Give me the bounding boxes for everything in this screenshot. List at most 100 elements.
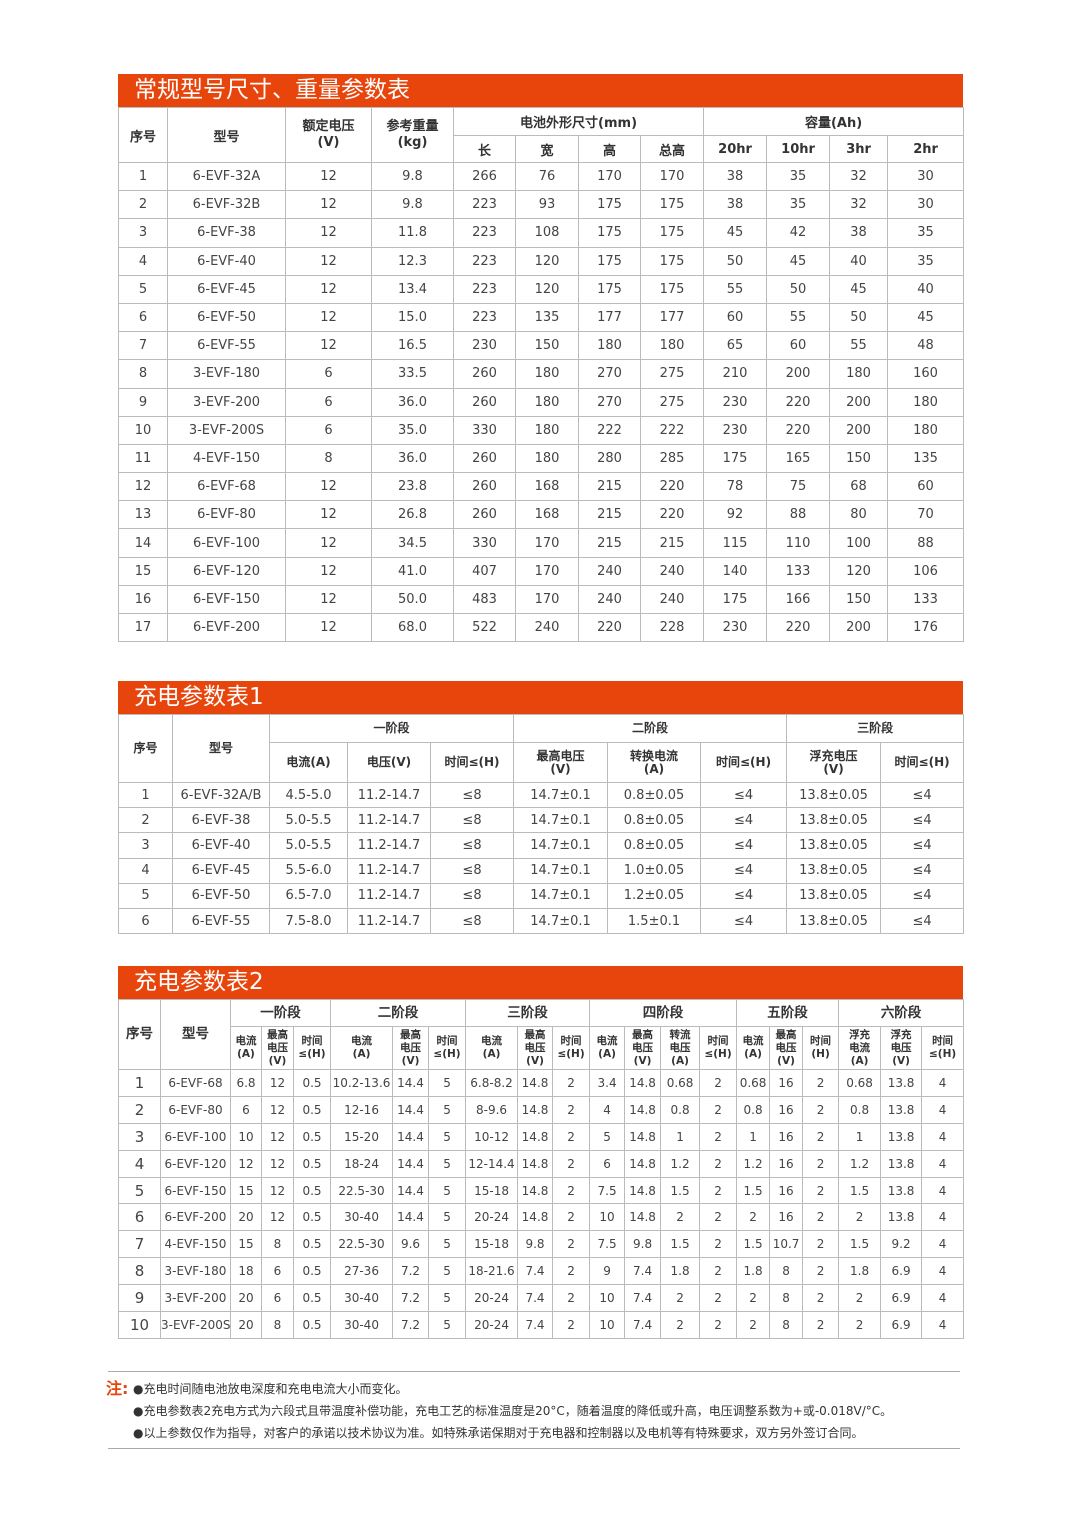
table-cell: 150 xyxy=(515,331,579,361)
header-stage: 三阶段 xyxy=(465,999,591,1027)
table-cell: 3-EVF-200 xyxy=(160,1284,231,1313)
note-item: ●充电时间随电池放电深度和充电电流大小而变化。 xyxy=(133,1382,408,1396)
table-cell: ≤4 xyxy=(880,832,965,859)
table-cell: 11.2-14.7 xyxy=(347,807,431,834)
table-row: 6 6-EVF-55 7.5-8.0 11.2-14.7 ≤8 14.7±0.1 1.5±0… xyxy=(118,907,965,935)
table-row: 2 6-EVF-38 5.0-5.5 11.2-14.7 ≤8 14.7±0.1 0.8±0… xyxy=(118,807,965,834)
table-cell: 12 xyxy=(118,472,168,502)
table-cell: 14.8 xyxy=(624,1176,662,1205)
table-cell: 215 xyxy=(578,472,641,502)
table-cell: 10 xyxy=(589,1311,626,1339)
table-cell: 12.3 xyxy=(371,246,454,276)
table-row: 5 6-EVF-150 15 12 0.5 22.5-30 14.4 5 15-18 14.8 2 7… xyxy=(118,1176,965,1205)
table-cell: 20 xyxy=(230,1203,262,1232)
table-cell: 10 xyxy=(589,1284,626,1313)
header-dim: 宽 xyxy=(515,135,579,163)
table-cell: 23.8 xyxy=(371,472,454,502)
table-cell: 42 xyxy=(766,218,831,248)
table-cell: 220 xyxy=(766,612,831,643)
table-cell: 176 xyxy=(887,612,965,643)
table-cell: 0.8 xyxy=(838,1095,882,1124)
table-cell: 6-EVF-120 xyxy=(160,1149,231,1178)
table-cell: 12 xyxy=(285,556,372,586)
table-cell: 7.4 xyxy=(517,1284,554,1313)
table-cell: 2 xyxy=(552,1284,591,1313)
header-stage: 五阶段 xyxy=(736,999,840,1027)
table-cell: 8-9.6 xyxy=(465,1095,519,1124)
table-cell: 4 xyxy=(921,1284,965,1313)
table-cell: ≤4 xyxy=(700,832,788,859)
table-cell: 7.4 xyxy=(517,1311,554,1339)
notes-label: 注: xyxy=(106,1379,129,1398)
table-cell: 6.5-7.0 xyxy=(269,882,348,909)
table-cell: ≤4 xyxy=(700,857,788,884)
header-col: 时间≤(H) xyxy=(880,742,965,783)
table-cell: 12 xyxy=(261,1203,294,1232)
table-cell: 36.0 xyxy=(371,387,454,417)
table-cell: 150 xyxy=(829,584,889,615)
table-cell: 45 xyxy=(887,302,965,333)
header-stage-2: 二阶段 xyxy=(513,714,788,743)
table-row: 16 6-EVF-150 12 50.0 483 170 240 240 175 166 150 13… xyxy=(118,584,965,615)
table-cell: 1 xyxy=(118,1069,161,1097)
table-row: 4 6-EVF-45 5.5-6.0 11.2-14.7 ≤8 14.7±0.1 1.0±0… xyxy=(118,857,965,884)
table-cell: 14.4 xyxy=(392,1176,430,1205)
table-cell: 13.8±0.05 xyxy=(786,907,882,935)
table-row: 10 3-EVF-200S 20 8 0.5 30-40 7.2 5 20-24 7.4 2 10 7.… xyxy=(118,1311,965,1339)
table-cell: 175 xyxy=(703,443,768,474)
table-cell: 175 xyxy=(639,274,705,304)
size-weight-section: 常规型号尺寸、重量参数表 序号 型号 额定电压 (V) 参考重量 (kg) 电池… xyxy=(118,74,965,643)
table-cell: 36.0 xyxy=(371,443,454,474)
table-cell: 6.9 xyxy=(880,1257,923,1286)
table-cell: 13.8±0.05 xyxy=(786,807,882,834)
table-row: 10 3-EVF-200S 6 35.0 330 180 222 222 230 220 200 18… xyxy=(118,415,965,445)
table-cell: 5 xyxy=(428,1257,467,1286)
table-cell: 18-21.6 xyxy=(465,1257,519,1286)
table-cell: 6-EVF-32A xyxy=(167,161,286,192)
charge-params-1-table: 序号 型号 一阶段 二阶段 三阶段 电流(A) 电压(V) 时间≤(H) 最高电压 (… xyxy=(118,714,965,935)
table-cell: ≤4 xyxy=(700,882,788,909)
table-cell: 2 xyxy=(699,1122,738,1151)
table-cell: 3-EVF-200 xyxy=(167,387,286,417)
table-cell: 1 xyxy=(118,161,168,192)
table-cell: 11 xyxy=(118,443,168,474)
table-cell: 14.4 xyxy=(392,1203,430,1232)
table-cell: 12 xyxy=(285,472,372,502)
header-col: 时间 ≤(H) xyxy=(552,1026,591,1070)
table-cell: 5 xyxy=(428,1311,467,1339)
table-cell: 0.5 xyxy=(292,1069,332,1097)
table-cell: 180 xyxy=(515,387,579,417)
table-cell: 2 xyxy=(802,1257,840,1286)
table-cell: 2 xyxy=(838,1203,882,1232)
table-cell: 5 xyxy=(428,1149,467,1178)
table-cell: 8 xyxy=(261,1311,294,1339)
table-row: 2 6-EVF-32B 12 9.8 223 93 175 175 38 35 32 30 xyxy=(118,190,965,220)
table-cell: 220 xyxy=(639,472,705,502)
table-cell: 1.8 xyxy=(660,1257,701,1286)
table-cell: 175 xyxy=(578,218,641,248)
table-cell: 2 xyxy=(699,1069,738,1097)
table-cell: 133 xyxy=(887,584,965,615)
header-dimensions: 电池外形尺寸(mm) xyxy=(452,107,705,136)
table-cell: 35 xyxy=(887,218,965,248)
table-cell: 10.7 xyxy=(769,1230,804,1259)
table-cell: 12 xyxy=(285,190,372,220)
table-cell: 9.2 xyxy=(880,1230,923,1259)
table-cell: 75 xyxy=(766,472,831,502)
table-cell: 12 xyxy=(261,1122,294,1151)
table-cell: 3-EVF-200S xyxy=(167,415,286,445)
table-cell: 0.5 xyxy=(292,1284,332,1313)
table-row: 6 6-EVF-200 20 12 0.5 30-40 14.4 5 20-24 14.8 2 10 1… xyxy=(118,1203,965,1232)
table-cell: 170 xyxy=(639,161,705,192)
table-cell: 80 xyxy=(829,500,889,530)
table-cell: 15 xyxy=(230,1230,262,1259)
table-cell: 20 xyxy=(230,1284,262,1313)
table-cell: 88 xyxy=(766,500,831,530)
notes: 注: ●充电时间随电池放电深度和充电电流大小而变化。 ●充电参数表2充电方式为六段… xyxy=(106,1371,960,1449)
table-cell: 55 xyxy=(829,331,889,361)
table-cell: 11.2-14.7 xyxy=(347,857,431,884)
table-cell: 2 xyxy=(118,807,173,834)
header-col: 最高 电压 (V) xyxy=(517,1026,554,1070)
table-cell: 22.5-30 xyxy=(330,1176,394,1205)
table-cell: 6-EVF-55 xyxy=(172,907,270,935)
